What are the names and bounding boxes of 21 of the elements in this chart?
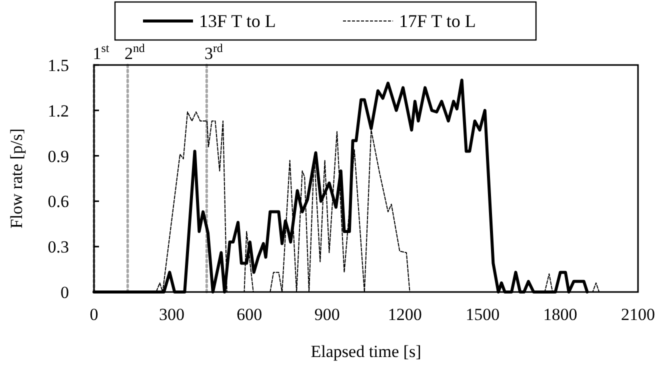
y-tick-label: 0 [60, 283, 69, 302]
ref-line-label: 3$^{rd}$ [204, 41, 223, 63]
x-tick-label: 300 [158, 305, 184, 324]
x-tick-label: 1500 [466, 305, 500, 324]
x-tick-label: 900 [314, 305, 340, 324]
x-tick-label: 600 [236, 305, 262, 324]
y-tick-label: 0.9 [48, 146, 69, 166]
x-tick-label: 0 [90, 305, 98, 324]
ref-line-label: 2$^{nd}$ [124, 41, 145, 63]
y-tick-label: 1.2 [48, 101, 69, 120]
x-axis-title: Elapsed time [s] [310, 342, 422, 361]
y-tick-label: 0.6 [48, 192, 69, 212]
ref-line-label: 1$^{st}$ [92, 41, 110, 63]
legend-label: 13F T to L [199, 11, 276, 31]
y-tick-label: 1.5 [48, 56, 69, 75]
x-tick-label: 1200 [388, 305, 422, 324]
y-axis-title: Flow rate [p/s] [7, 128, 26, 229]
x-tick-label: 2100 [621, 305, 655, 324]
legend-label: 17F T to L [399, 11, 476, 31]
y-tick-label: 0.3 [48, 238, 69, 257]
x-tick-label: 1800 [543, 305, 578, 324]
